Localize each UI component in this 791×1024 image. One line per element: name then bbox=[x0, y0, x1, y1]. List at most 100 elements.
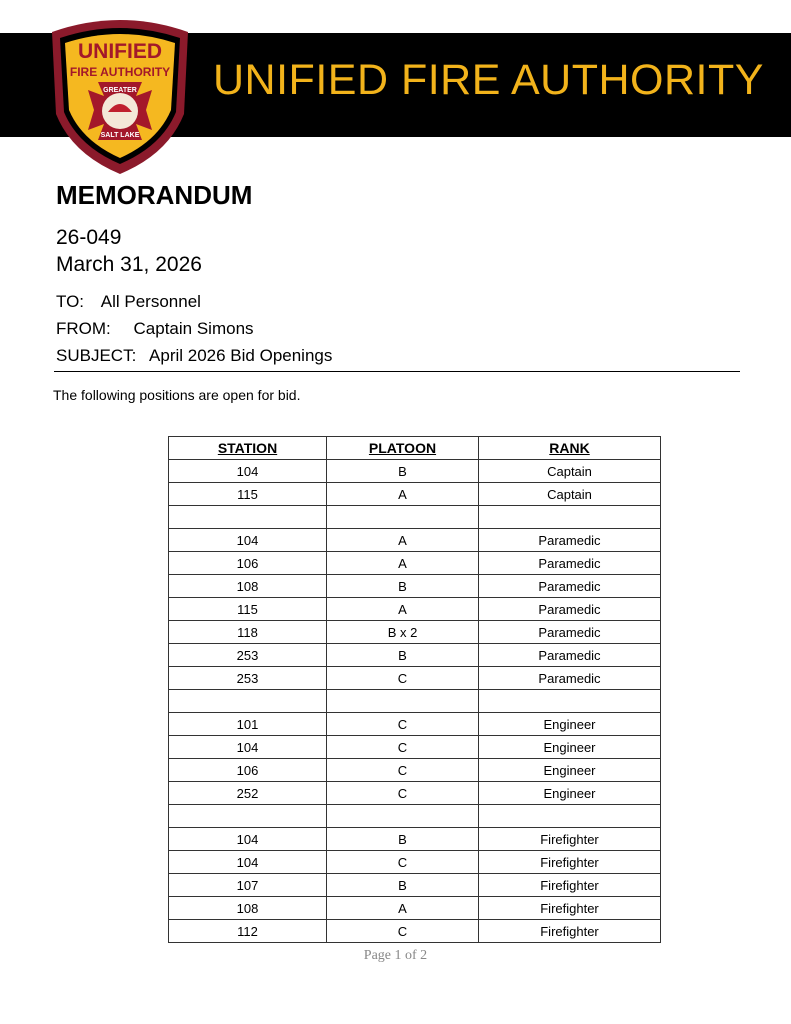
station-cell bbox=[168, 505, 327, 529]
header-station: STATION bbox=[168, 436, 327, 460]
station-cell: 106 bbox=[168, 758, 327, 782]
platoon-cell: C bbox=[326, 781, 479, 805]
memo-date: March 31, 2026 bbox=[56, 253, 202, 276]
table-row: 118 B x 2 Paramedic bbox=[168, 620, 661, 644]
station-cell: 107 bbox=[168, 873, 327, 897]
platoon-cell: C bbox=[326, 919, 479, 943]
platoon-cell: A bbox=[326, 896, 479, 920]
rank-cell: Engineer bbox=[478, 781, 661, 805]
rank-cell: Firefighter bbox=[478, 850, 661, 874]
rank-cell: Paramedic bbox=[478, 643, 661, 667]
platoon-cell: C bbox=[326, 735, 479, 759]
rank-cell: Firefighter bbox=[478, 827, 661, 851]
svg-text:FIRE AUTHORITY: FIRE AUTHORITY bbox=[70, 65, 170, 79]
station-cell: 252 bbox=[168, 781, 327, 805]
station-cell: 253 bbox=[168, 643, 327, 667]
rank-cell bbox=[478, 689, 661, 713]
table-row bbox=[168, 689, 661, 713]
table-row: 106 C Engineer bbox=[168, 758, 661, 782]
rank-cell: Engineer bbox=[478, 735, 661, 759]
table-row bbox=[168, 505, 661, 529]
platoon-cell: A bbox=[326, 528, 479, 552]
to-label: TO: bbox=[56, 292, 85, 311]
table-header-row: STATION PLATOON RANK bbox=[168, 436, 661, 460]
subject-value: April 2026 Bid Openings bbox=[149, 346, 333, 365]
from-label: FROM: bbox=[56, 319, 111, 338]
from-value: Captain Simons bbox=[133, 319, 254, 338]
subject-line: SUBJECT: April 2026 Bid Openings bbox=[56, 346, 332, 366]
rank-cell: Paramedic bbox=[478, 666, 661, 690]
bid-openings-table: STATION PLATOON RANK 104 B Captain 115 A Capt… bbox=[168, 436, 661, 943]
rank-cell: Firefighter bbox=[478, 896, 661, 920]
memo-number: 26-049 bbox=[56, 226, 122, 249]
station-cell: 104 bbox=[168, 827, 327, 851]
table-row: 252 C Engineer bbox=[168, 781, 661, 805]
rank-cell: Paramedic bbox=[478, 620, 661, 644]
platoon-cell bbox=[326, 505, 479, 529]
rank-cell: Paramedic bbox=[478, 528, 661, 552]
rank-cell: Paramedic bbox=[478, 574, 661, 598]
platoon-cell: B bbox=[326, 574, 479, 598]
platoon-cell bbox=[326, 689, 479, 713]
table-row: 253 B Paramedic bbox=[168, 643, 661, 667]
intro-text: The following positions are open for bid… bbox=[53, 387, 301, 403]
platoon-cell: A bbox=[326, 597, 479, 621]
table-row: 112 C Firefighter bbox=[168, 919, 661, 943]
station-cell: 101 bbox=[168, 712, 327, 736]
header-platoon: PLATOON bbox=[326, 436, 479, 460]
unified-fire-authority-logo: UNIFIED FIRE AUTHORITY GREATER SALT LAKE bbox=[52, 20, 188, 174]
table-row: 101 C Engineer bbox=[168, 712, 661, 736]
platoon-cell: C bbox=[326, 850, 479, 874]
platoon-cell: B bbox=[326, 459, 479, 483]
station-cell: 104 bbox=[168, 735, 327, 759]
rank-cell: Captain bbox=[478, 482, 661, 506]
to-line: TO: All Personnel bbox=[56, 292, 201, 312]
table-row: 104 C Firefighter bbox=[168, 850, 661, 874]
rank-cell: Paramedic bbox=[478, 597, 661, 621]
station-cell: 104 bbox=[168, 528, 327, 552]
from-line: FROM: Captain Simons bbox=[56, 319, 254, 339]
rank-cell: Firefighter bbox=[478, 919, 661, 943]
station-cell: 253 bbox=[168, 666, 327, 690]
platoon-cell bbox=[326, 804, 479, 828]
rank-cell: Firefighter bbox=[478, 873, 661, 897]
platoon-cell: B bbox=[326, 873, 479, 897]
platoon-cell: C bbox=[326, 666, 479, 690]
table-row: 108 A Firefighter bbox=[168, 896, 661, 920]
divider bbox=[54, 371, 740, 372]
platoon-cell: A bbox=[326, 482, 479, 506]
table-row: 106 A Paramedic bbox=[168, 551, 661, 575]
svg-text:SALT LAKE: SALT LAKE bbox=[101, 132, 140, 139]
page-number: Page 1 of 2 bbox=[363, 948, 428, 963]
station-cell bbox=[168, 804, 327, 828]
station-cell: 104 bbox=[168, 459, 327, 483]
table-row: 104 A Paramedic bbox=[168, 528, 661, 552]
rank-cell bbox=[478, 505, 661, 529]
station-cell bbox=[168, 689, 327, 713]
subject-label: SUBJECT: bbox=[56, 346, 137, 365]
table-row: 115 A Captain bbox=[168, 482, 661, 506]
rank-cell: Engineer bbox=[478, 712, 661, 736]
table-row: 107 B Firefighter bbox=[168, 873, 661, 897]
station-cell: 118 bbox=[168, 620, 327, 644]
station-cell: 104 bbox=[168, 850, 327, 874]
table-row: 104 B Captain bbox=[168, 459, 661, 483]
station-cell: 108 bbox=[168, 574, 327, 598]
platoon-cell: C bbox=[326, 712, 479, 736]
rank-cell: Captain bbox=[478, 459, 661, 483]
svg-text:UNIFIED: UNIFIED bbox=[78, 40, 162, 63]
station-cell: 108 bbox=[168, 896, 327, 920]
table-row: 108 B Paramedic bbox=[168, 574, 661, 598]
table-row: 104 B Firefighter bbox=[168, 827, 661, 851]
svg-text:GREATER: GREATER bbox=[103, 87, 137, 94]
station-cell: 112 bbox=[168, 919, 327, 943]
rank-cell: Engineer bbox=[478, 758, 661, 782]
station-cell: 106 bbox=[168, 551, 327, 575]
rank-cell bbox=[478, 804, 661, 828]
memo-heading: MEMORANDUM bbox=[56, 180, 253, 210]
table-row: 253 C Paramedic bbox=[168, 666, 661, 690]
to-value: All Personnel bbox=[100, 292, 201, 311]
rank-cell: Paramedic bbox=[478, 551, 661, 575]
organization-title: UNIFIED FIRE AUTHORITY bbox=[213, 56, 764, 104]
